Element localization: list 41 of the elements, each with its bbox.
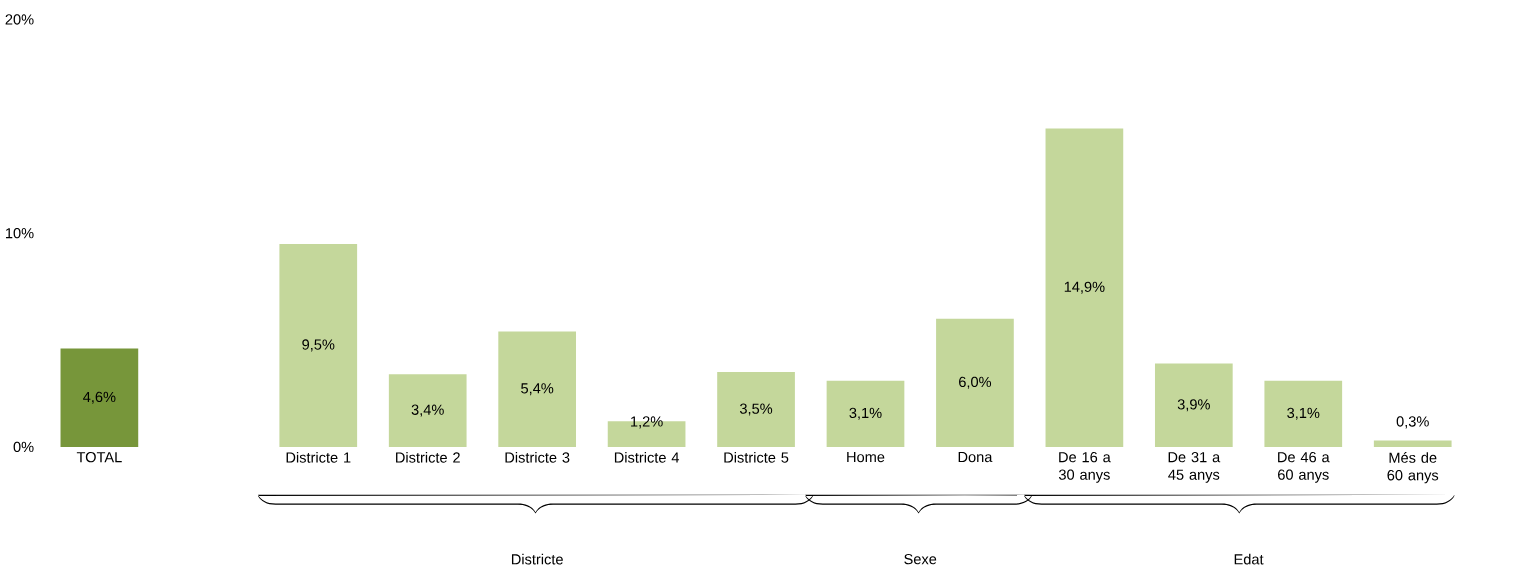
bar bbox=[498, 331, 577, 448]
data-label: 3,5% bbox=[739, 403, 773, 416]
data-label: 4,6% bbox=[83, 391, 116, 404]
bar bbox=[1154, 363, 1233, 448]
bar bbox=[717, 372, 795, 448]
x-tick-label: Districte 5 bbox=[724, 452, 789, 463]
data-label: 6,0% bbox=[959, 376, 992, 390]
y-tick-label: 0% bbox=[13, 441, 34, 453]
x-tick-label: Districte 1 bbox=[286, 452, 351, 463]
x-tick-label: De 31 a 45 anys bbox=[1168, 452, 1221, 483]
data-label: 0,3% bbox=[1396, 416, 1429, 429]
bar bbox=[60, 348, 139, 448]
bar bbox=[279, 244, 358, 448]
data-label: 3,9% bbox=[1177, 399, 1210, 412]
bar bbox=[826, 380, 905, 448]
data-label: 9,5% bbox=[302, 339, 335, 352]
y-tick-label: 20% bbox=[5, 14, 34, 25]
x-tick-label: Dona bbox=[958, 452, 993, 463]
x-tick-label: Districte 4 bbox=[614, 452, 680, 463]
x-tick-label: Home bbox=[847, 452, 885, 463]
x-tick-label: De 46 a 60 anys bbox=[1278, 452, 1330, 483]
y-tick-label: 10% bbox=[6, 228, 34, 239]
bar bbox=[1264, 380, 1343, 448]
data-label: 3,1% bbox=[849, 407, 882, 421]
x-tick-label: Més de 60 anys bbox=[1387, 452, 1439, 484]
x-tick-label: Districte 2 bbox=[396, 452, 460, 463]
data-label: 5,4% bbox=[521, 383, 554, 396]
text: Sexe bbox=[904, 554, 937, 565]
text: Edat bbox=[1234, 553, 1264, 565]
x-tick-label: Districte 3 bbox=[505, 452, 570, 463]
bar bbox=[1373, 440, 1452, 448]
x-tick-label: De 16 a 30 anys bbox=[1058, 452, 1111, 483]
data-label: 3,1% bbox=[1287, 407, 1320, 421]
bar bbox=[936, 318, 1014, 448]
bar bbox=[1045, 128, 1124, 448]
bar bbox=[388, 374, 467, 448]
text: Districte bbox=[511, 553, 563, 565]
data-label: 14,9% bbox=[1064, 281, 1105, 294]
x-tick-label: TOTAL bbox=[76, 452, 122, 463]
data-label: 1,2% bbox=[631, 416, 663, 429]
data-label: 3,4% bbox=[411, 404, 444, 417]
